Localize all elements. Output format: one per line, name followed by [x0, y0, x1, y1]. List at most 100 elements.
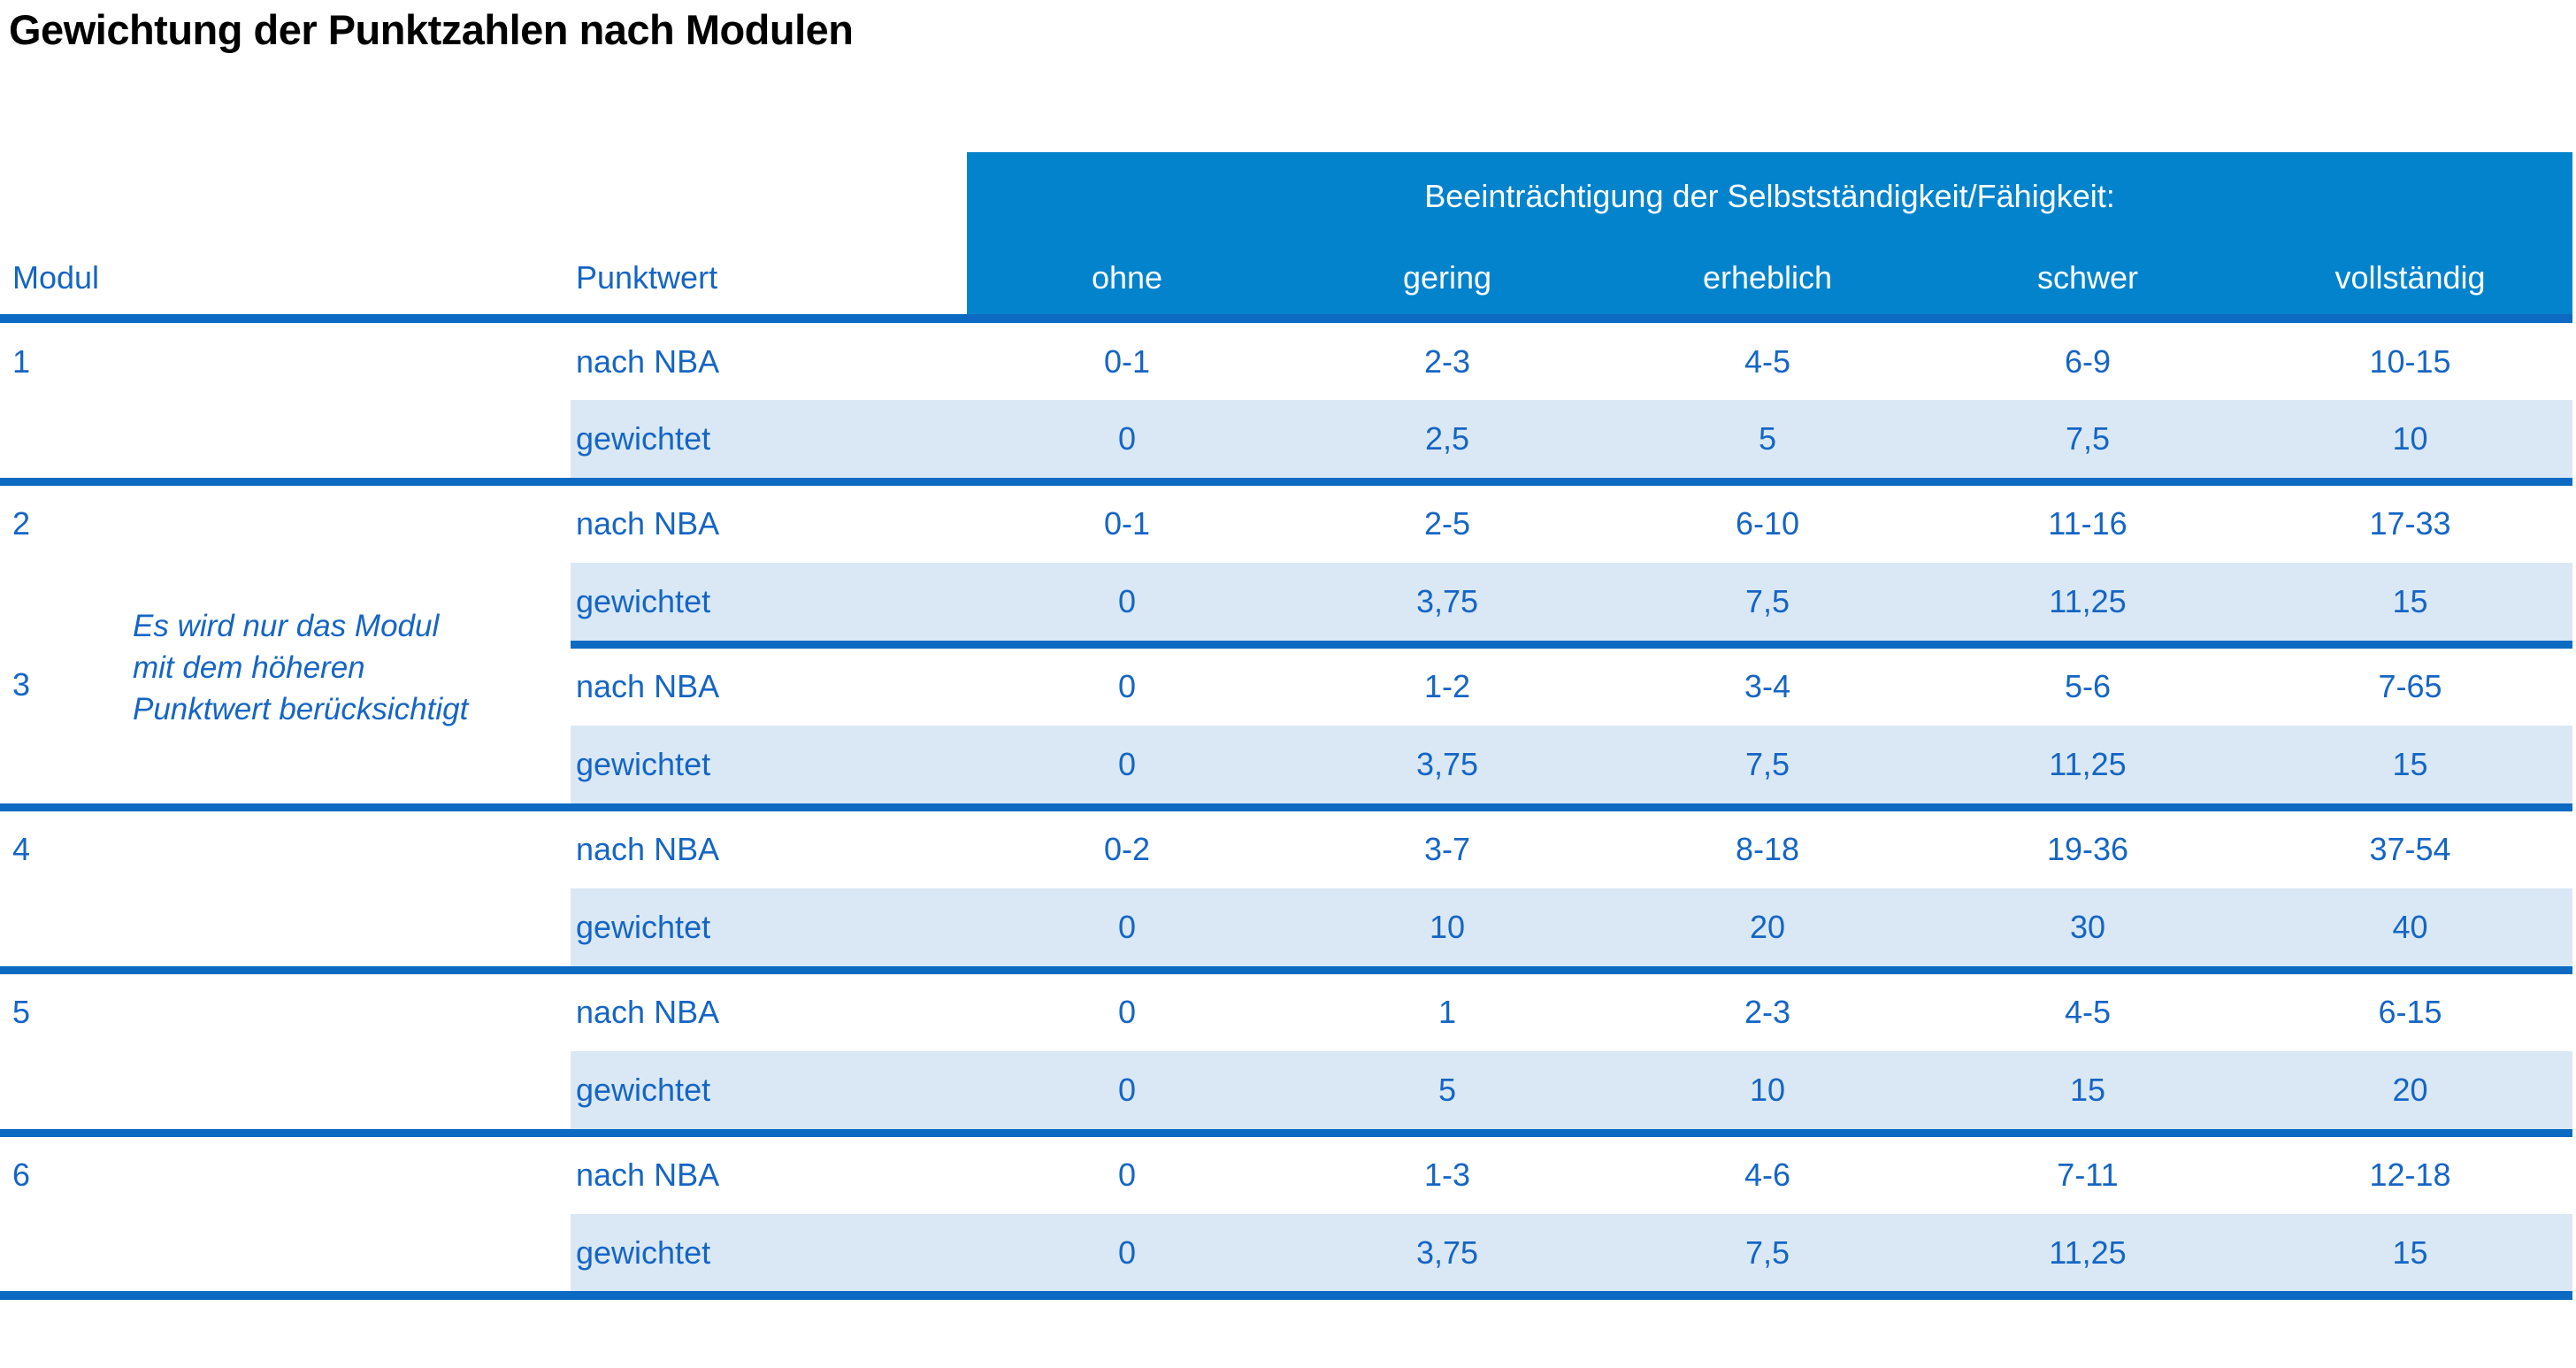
- cell-value: 7,5: [1607, 726, 1928, 807]
- cell-value: 3-7: [1287, 803, 1607, 888]
- cell-value: 4-5: [1744, 342, 1791, 380]
- group-header: Beeinträchtigung der Selbstständigkeit/F…: [967, 152, 2572, 241]
- cell-value: 17-33: [2248, 477, 2572, 563]
- cell-value: 0: [967, 640, 1287, 726]
- cell-value: 1-2: [1287, 640, 1607, 726]
- cell-value: 37-54: [2248, 803, 2572, 888]
- module-number-spacer: [0, 888, 571, 970]
- module-number: 4: [0, 803, 571, 888]
- row-label-nba: nach NBA: [571, 477, 967, 563]
- module-number: 2: [0, 477, 571, 563]
- cell-value: 0-1: [967, 477, 1287, 563]
- cell-value: 0: [967, 1051, 1287, 1133]
- cell-value: 2,5: [1287, 400, 1607, 481]
- cell-value: 2-3: [1423, 342, 1471, 380]
- cell-value: 10: [1287, 888, 1607, 970]
- row-label-weighted: gewichtet: [571, 400, 967, 481]
- row-label-weighted: gewichtet: [571, 726, 967, 807]
- group-header-row: Beeinträchtigung der Selbstständigkeit/F…: [0, 152, 2572, 241]
- row-label-nba: nach NBA: [571, 965, 967, 1051]
- cell-value: 10: [1607, 1051, 1928, 1133]
- cell-value: 1: [1287, 965, 1607, 1051]
- cell-value: 20: [1607, 888, 1928, 970]
- cell-value: 19-36: [1928, 803, 2248, 888]
- column-header-row: Modul Punktwert ohne gering erheblich sc…: [0, 241, 2572, 323]
- table-row-m3-nba: 3 nach NBA 0 1-2 3-4 5-6 7-65: [0, 640, 2572, 726]
- cell-value: 2-3: [1607, 965, 1928, 1051]
- cell-value: 20: [2248, 1051, 2572, 1133]
- cell-value: 3-4: [1607, 640, 1928, 726]
- col-header-modul: Modul: [0, 241, 571, 323]
- cell-value: 0: [967, 965, 1287, 1051]
- module-number-spacer: [0, 400, 571, 481]
- cell-value: 0-2: [967, 803, 1287, 888]
- col-header-punktwert: Punktwert: [571, 241, 967, 323]
- cell-value: 0: [967, 400, 1287, 481]
- cell-value: 0: [967, 888, 1287, 970]
- cell-value: 0: [967, 563, 1287, 644]
- table-row-m4-weighted: gewichtet 0 10 20 30 40: [0, 888, 2572, 970]
- note-line: Es wird nur das Modul: [133, 609, 440, 643]
- cell-value: 11,25: [1928, 1214, 2248, 1300]
- cell-value: 6-15: [2248, 965, 2572, 1051]
- page-title: Gewichtung der Punktzahlen nach Modulen: [9, 6, 854, 53]
- cell-value: 11,25: [1928, 563, 2248, 644]
- cell-value: 3,75: [1287, 726, 1607, 807]
- cell-value: 15: [2248, 726, 2572, 807]
- cell-value: 7,5: [1928, 400, 2248, 481]
- cell-value: 0: [967, 1128, 1287, 1214]
- module-number: 3: [0, 644, 571, 726]
- module-number-spacer: [0, 1051, 571, 1133]
- table-row-m4-nba: 4 nach NBA 0-2 3-7 8-18 19-36 37-54: [0, 803, 2572, 888]
- cell-value: 3,75: [1287, 563, 1607, 644]
- col-header-erheblich: erheblich: [1607, 241, 1928, 323]
- table-row-m3-weighted: gewichtet 0 3,75 7,5 11,25 15: [0, 726, 2572, 807]
- cell-value: 6-9: [2064, 342, 2112, 380]
- col-header-gering: gering: [1287, 241, 1607, 323]
- cell-value: 10: [2248, 400, 2572, 481]
- module-number-spacer: [0, 563, 571, 644]
- cell-value: 0-1: [1103, 342, 1151, 380]
- cell-value: 5: [1287, 1051, 1607, 1133]
- cell-value: 5-6: [1928, 640, 2248, 726]
- cell-value: 4-5: [1928, 965, 2248, 1051]
- cell-value: 4-6: [1607, 1128, 1928, 1214]
- table-row-m6-weighted: gewichtet 0 3,75 7,5 11,25 15: [0, 1214, 2572, 1300]
- cell-value: 15: [2248, 1214, 2572, 1300]
- cell-value: 2-5: [1287, 477, 1607, 563]
- cell-value: 11,25: [1928, 726, 2248, 807]
- cell-value: 7,5: [1607, 1214, 1928, 1300]
- cell-value: 6-10: [1607, 477, 1928, 563]
- table-body: 1 nach NBA 0-1 2-3 4-5 6-9 10-15 gewicht…: [0, 319, 2572, 1300]
- cell-value: 7-11: [1928, 1128, 2248, 1214]
- header-spacer: [0, 152, 967, 241]
- col-header-ohne: ohne: [967, 241, 1287, 323]
- cell-value: 15: [1928, 1051, 2248, 1133]
- table-row-m5-weighted: gewichtet 0 5 10 15 20: [0, 1051, 2572, 1133]
- table-row-m5-nba: 5 nach NBA 0 1 2-3 4-5 6-15: [0, 965, 2572, 1051]
- note-modules-2-3: Es wird nur das Modul mit dem höheren Pu…: [133, 605, 628, 730]
- row-label-nba: nach NBA: [571, 640, 967, 726]
- cell-value: 7,5: [1607, 563, 1928, 644]
- cell-value: 10-15: [2369, 342, 2451, 380]
- module-number: 5: [0, 965, 571, 1051]
- table-header: Beeinträchtigung der Selbstständigkeit/F…: [0, 152, 2572, 323]
- cell-value: 11-16: [1928, 477, 2248, 563]
- cell-value: 7-65: [2248, 640, 2572, 726]
- cell-value: 0: [967, 726, 1287, 807]
- score-table: Beeinträchtigung der Selbstständigkeit/F…: [0, 152, 2572, 1300]
- cell-value: 15: [2248, 563, 2572, 644]
- col-header-schwer: schwer: [1928, 241, 2248, 323]
- module-number: 1: [0, 319, 571, 400]
- table-row-m2-nba: 2 nach NBA 0-1 2-5 6-10 11-16 17-33: [0, 477, 2572, 563]
- cell-value: 1-3: [1287, 1128, 1607, 1214]
- table-row-m1-nba: 1 nach NBA 0-1 2-3 4-5 6-9 10-15: [0, 319, 2572, 400]
- module-number-spacer: [0, 726, 571, 807]
- row-label-nba: nach NBA: [576, 342, 720, 380]
- module-number-spacer: [0, 1214, 571, 1300]
- cell-value: 0: [967, 1214, 1287, 1300]
- module-number: 6: [0, 1128, 571, 1214]
- table-row-m1-weighted: gewichtet 0 2,5 5 7,5 10: [0, 400, 2572, 481]
- row-label-weighted: gewichtet: [571, 1214, 967, 1300]
- row-label-nba: nach NBA: [571, 803, 967, 888]
